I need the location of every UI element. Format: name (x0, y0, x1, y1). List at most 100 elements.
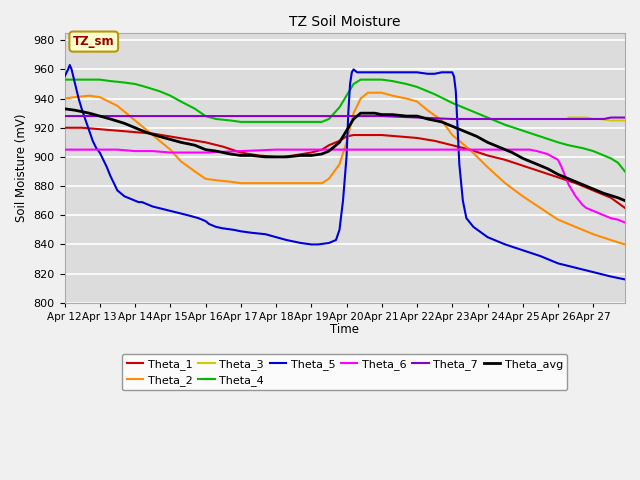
Theta_6 (621, 220, 629, 226)
Theta_2 (536, 205, 544, 211)
Legend: Theta_1, Theta_2, Theta_3, Theta_4, Theta_5, Theta_6, Theta_7, Theta_avg: Theta_1, Theta_2, Theta_3, Theta_4, Thet… (122, 354, 567, 390)
Theta_6 (600, 212, 608, 218)
Theta_2 (177, 158, 185, 164)
Theta_6 (449, 147, 456, 153)
Theta_1 (220, 144, 227, 150)
Theta_3 (596, 116, 604, 122)
Theta_1 (501, 157, 509, 163)
Theta_2 (237, 180, 244, 186)
Theta_3 (614, 118, 622, 123)
Theta_6 (166, 150, 174, 156)
Theta_6 (564, 182, 572, 188)
Theta_6 (579, 202, 586, 208)
Theta_5 (452, 88, 460, 94)
X-axis label: Time: Time (330, 323, 359, 336)
Theta_1 (554, 174, 562, 180)
Theta_5 (424, 71, 431, 77)
Theta_4 (501, 122, 509, 128)
Theta_4 (78, 77, 86, 83)
Theta_6 (431, 147, 438, 153)
Theta_7 (413, 115, 421, 120)
Theta_6 (61, 147, 68, 153)
Theta_2 (519, 193, 527, 199)
Theta_4 (413, 84, 421, 90)
Theta_4 (536, 133, 544, 139)
Theta_2 (283, 180, 291, 186)
Theta_1 (78, 125, 86, 131)
Theta_7 (307, 113, 315, 119)
Theta_2 (212, 178, 220, 183)
Theta_6 (360, 147, 368, 153)
Theta_2 (388, 93, 396, 98)
Theta_7 (519, 116, 527, 122)
Theta_2 (202, 176, 209, 181)
Theta_6 (396, 147, 403, 153)
Theta_4 (262, 119, 269, 125)
Theta_5 (66, 62, 74, 68)
Theta_4 (318, 119, 326, 125)
Theta_2 (149, 132, 157, 138)
Theta_6 (568, 188, 576, 193)
Theta_4 (191, 106, 199, 112)
Title: TZ Soil Moisture: TZ Soil Moisture (289, 15, 401, 29)
Theta_3 (564, 115, 572, 120)
Line: Theta_avg: Theta_avg (65, 109, 625, 201)
Theta_4 (554, 140, 562, 145)
Theta_4 (484, 115, 492, 120)
Y-axis label: Soil Moisture (mV): Soil Moisture (mV) (15, 114, 28, 222)
Theta_6 (582, 205, 590, 211)
Theta_6 (272, 147, 280, 153)
Theta_2 (403, 96, 410, 101)
Theta_6 (596, 211, 604, 216)
Theta_6 (526, 147, 534, 153)
Theta_4 (61, 77, 68, 83)
Theta_7 (202, 113, 209, 119)
Theta_3 (589, 116, 597, 122)
Theta_4 (248, 119, 255, 125)
Theta_2 (85, 93, 93, 98)
Theta_4 (621, 168, 629, 174)
Theta_1 (166, 133, 174, 139)
Theta_2 (335, 161, 343, 167)
Theta_1 (335, 138, 343, 144)
Theta_1 (325, 143, 333, 148)
Theta_6 (96, 147, 104, 153)
Theta_7 (131, 113, 139, 119)
Theta_4 (325, 116, 333, 122)
Theta_4 (431, 91, 438, 97)
Line: Theta_1: Theta_1 (65, 128, 625, 208)
Theta_5 (348, 70, 356, 75)
Theta_1 (378, 132, 386, 138)
Theta_2 (113, 103, 121, 109)
Theta_avg (621, 198, 629, 204)
Theta_2 (589, 231, 597, 237)
Theta_6 (607, 216, 615, 221)
Theta_6 (237, 148, 244, 154)
Theta_2 (227, 179, 234, 185)
Theta_1 (272, 154, 280, 160)
Theta_1 (342, 133, 350, 139)
Theta_4 (519, 128, 527, 133)
Theta_6 (554, 157, 562, 163)
Text: TZ_sm: TZ_sm (73, 35, 115, 48)
Theta_1 (572, 180, 579, 186)
Theta_4 (166, 93, 174, 98)
Theta_7 (614, 115, 622, 120)
Theta_4 (564, 143, 572, 148)
Theta_1 (202, 140, 209, 145)
Theta_6 (593, 209, 601, 215)
Theta_2 (501, 180, 509, 186)
Theta_1 (96, 126, 104, 132)
Theta_6 (614, 217, 622, 223)
Theta_1 (307, 150, 315, 156)
Theta_2 (61, 96, 68, 101)
Theta_4 (177, 98, 185, 104)
Line: Theta_5: Theta_5 (65, 65, 625, 279)
Theta_3 (572, 115, 579, 120)
Theta_2 (71, 94, 79, 100)
Theta_1 (237, 150, 244, 156)
Theta_6 (484, 147, 492, 153)
Theta_6 (561, 173, 569, 179)
Theta_6 (466, 147, 474, 153)
Theta_2 (191, 168, 199, 174)
